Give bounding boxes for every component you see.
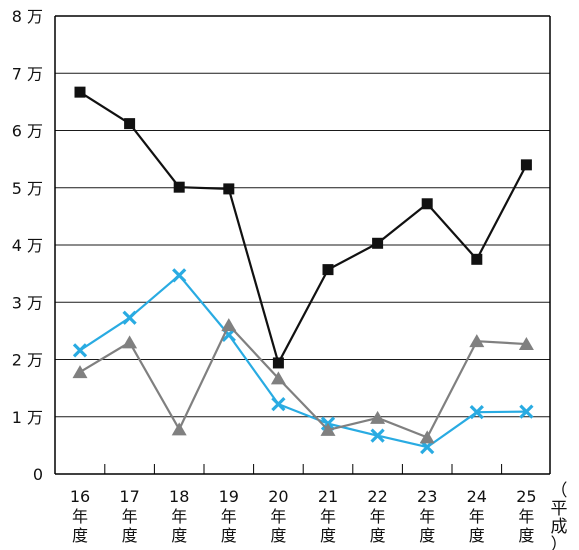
x-tick-label-7: 23 — [417, 487, 437, 506]
x-tick-suffix-3-0: 年 — [221, 507, 237, 526]
series-2-point-3 — [221, 318, 237, 332]
series-0-point-7 — [421, 198, 433, 210]
x-tick-suffix-9-0: 年 — [518, 507, 534, 526]
x-tick-label-1: 17 — [119, 487, 139, 506]
series-2-point-0 — [72, 365, 88, 379]
x-tick-suffix-3-1: 度 — [221, 526, 237, 545]
series-2-point-1 — [122, 335, 138, 349]
x-tick-label-8: 24 — [467, 487, 487, 506]
y-tick-label-5: 5 万 — [12, 179, 43, 198]
series-1-point-2 — [172, 268, 187, 283]
y-tick-label-8: 8 万 — [12, 7, 43, 26]
x-tick-label-5: 21 — [318, 487, 338, 506]
x-tick-suffix-4-1: 度 — [270, 526, 286, 545]
y-tick-label-4: 4 万 — [12, 236, 43, 255]
y-tick-label-7: 7 万 — [12, 64, 43, 83]
series-2-point-4 — [270, 371, 286, 385]
series-1-point-0 — [72, 343, 88, 358]
series-1-point-4 — [271, 397, 286, 412]
series-2-point-6 — [370, 410, 386, 424]
series-2-point-9 — [518, 337, 534, 351]
series-1-point-8 — [469, 405, 484, 420]
x-tick-suffix-7-0: 年 — [419, 507, 435, 526]
series-0-point-5 — [322, 264, 334, 276]
series-2-point-8 — [469, 334, 485, 348]
y-tick-label-2: 2 万 — [12, 351, 43, 370]
x-tick-suffix-4-0: 年 — [270, 507, 286, 526]
series-0-point-9 — [520, 159, 532, 171]
series-2-point-2 — [171, 422, 187, 436]
series-0-point-6 — [372, 237, 384, 249]
x-tick-suffix-6-1: 度 — [370, 526, 386, 545]
series-1-point-6 — [370, 428, 385, 443]
x-tick-label-4: 20 — [268, 487, 288, 506]
x-tick-label-9: 25 — [516, 487, 536, 506]
x-tick-suffix-8-1: 度 — [469, 526, 485, 545]
series-0-point-4 — [272, 357, 284, 369]
x-unit-label-1: 平 — [551, 499, 568, 519]
series-0-point-8 — [471, 253, 483, 265]
x-tick-label-3: 19 — [219, 487, 239, 506]
series-0-point-2 — [173, 181, 185, 193]
series-0-point-3 — [223, 183, 235, 195]
series-2-point-7 — [419, 430, 435, 444]
series-2-line — [79, 324, 527, 439]
x-tick-suffix-2-1: 度 — [171, 526, 187, 545]
y-tick-label-0: 0 — [33, 465, 43, 484]
x-tick-suffix-0-1: 度 — [72, 526, 88, 545]
x-tick-suffix-0-0: 年 — [72, 507, 88, 526]
x-tick-suffix-7-1: 度 — [419, 526, 435, 545]
y-tick-label-3: 3 万 — [12, 293, 43, 312]
x-unit-label-2: 成 — [551, 517, 568, 537]
x-tick-suffix-1-1: 度 — [122, 526, 138, 545]
series-0-point-1 — [124, 118, 136, 130]
x-tick-suffix-5-0: 年 — [320, 507, 336, 526]
y-tick-label-6: 6 万 — [12, 122, 43, 141]
x-tick-label-6: 22 — [367, 487, 387, 506]
series-1-point-9 — [519, 404, 534, 419]
x-tick-label-2: 18 — [169, 487, 189, 506]
x-tick-suffix-1-0: 年 — [122, 507, 138, 526]
series-1-line — [79, 274, 527, 449]
x-unit-label-3: ） — [551, 535, 568, 550]
x-unit-label-0: （ — [551, 481, 568, 501]
x-tick-suffix-8-0: 年 — [469, 507, 485, 526]
x-tick-suffix-2-0: 年 — [171, 507, 187, 526]
series-2-point-5 — [320, 422, 336, 436]
x-tick-suffix-6-0: 年 — [370, 507, 386, 526]
series-0-line — [79, 91, 528, 365]
x-tick-label-0: 16 — [70, 487, 90, 506]
series-0-point-0 — [74, 86, 86, 98]
y-tick-label-1: 1 万 — [12, 408, 43, 427]
series-1-point-1 — [122, 310, 137, 325]
x-tick-suffix-9-1: 度 — [518, 526, 534, 545]
x-tick-suffix-5-1: 度 — [320, 526, 336, 545]
